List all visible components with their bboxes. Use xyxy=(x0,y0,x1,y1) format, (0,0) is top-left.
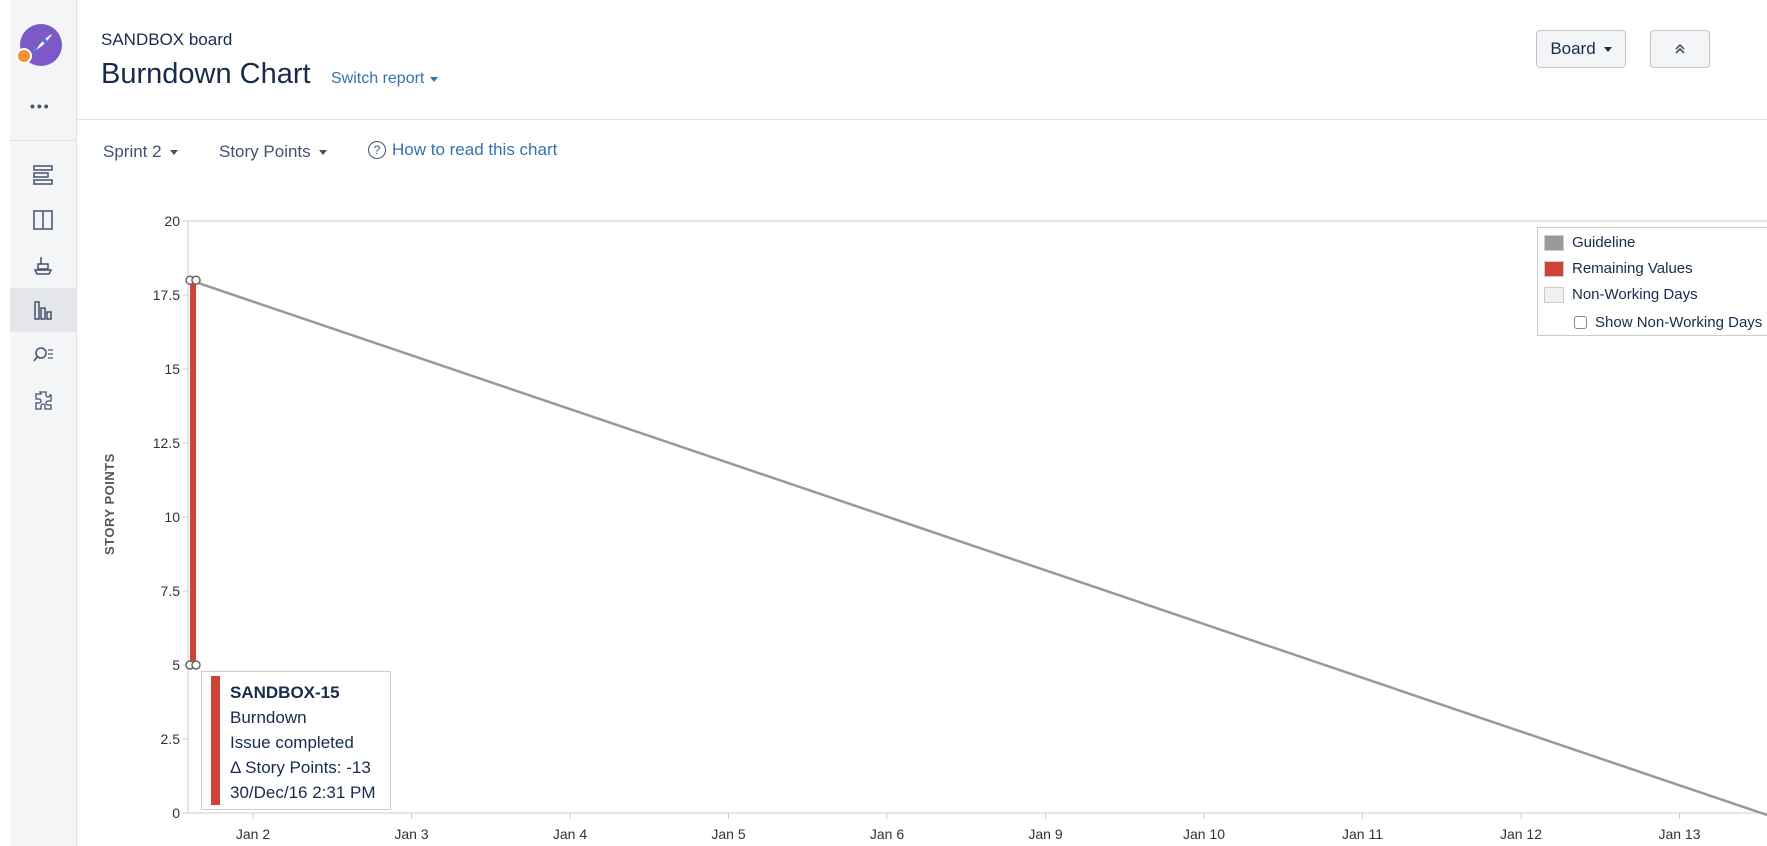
collapse-header-button[interactable] xyxy=(1650,30,1710,68)
estimate-dropdown[interactable]: Story Points xyxy=(219,142,327,162)
checkbox[interactable] xyxy=(1574,316,1587,329)
x-tick-label: Jan 13 xyxy=(1658,826,1700,842)
chart-tooltip: SANDBOX-15 Burndown Issue completed Δ St… xyxy=(201,671,391,810)
x-tick-label: Jan 3 xyxy=(394,826,428,842)
legend-label: Guideline xyxy=(1572,234,1636,251)
project-avatar[interactable] xyxy=(16,24,62,66)
x-tick-label: Jan 9 xyxy=(1028,826,1062,842)
tooltip-type: Burndown xyxy=(230,708,307,727)
checkbox-label: Show Non-Working Days xyxy=(1595,314,1763,331)
help-icon: ? xyxy=(368,141,386,159)
chart-legend: Guideline Remaining Values Non-Working D… xyxy=(1537,227,1767,336)
sprint-label: Sprint 2 xyxy=(103,142,162,161)
more-icon[interactable]: ••• xyxy=(30,98,51,114)
y-tick-label: 15 xyxy=(164,361,180,377)
y-tick-label: 20 xyxy=(164,213,180,229)
x-tick-label: Jan 10 xyxy=(1183,826,1225,842)
chevron-down-icon xyxy=(1603,46,1612,52)
switch-report-dropdown[interactable]: Switch report xyxy=(331,70,439,88)
nav-divider xyxy=(10,140,76,141)
tooltip-color-bar xyxy=(211,676,220,805)
x-tick-label: Jan 12 xyxy=(1500,826,1542,842)
y-tick-label: 17.5 xyxy=(153,287,180,303)
y-tick-label: 7.5 xyxy=(161,583,181,599)
chevron-down-icon xyxy=(169,149,178,155)
estimate-label: Story Points xyxy=(219,142,311,161)
x-tick-label: Jan 5 xyxy=(711,826,745,842)
how-to-read-label: How to read this chart xyxy=(392,140,558,159)
y-tick-label: 12.5 xyxy=(153,435,180,451)
add-ons-icon[interactable] xyxy=(10,378,76,422)
switch-report-label: Switch report xyxy=(331,70,425,87)
chevron-down-icon xyxy=(430,76,439,82)
page-title: Burndown Chart xyxy=(101,58,311,90)
data-point-marker xyxy=(191,275,201,285)
legend-item-guideline: Guideline xyxy=(1544,234,1635,251)
y-tick-label: 5 xyxy=(172,657,180,673)
code-badge-icon xyxy=(16,48,32,64)
backlog-icon[interactable] xyxy=(10,153,76,197)
nav-edge xyxy=(0,0,10,846)
legend-label: Non-Working Days xyxy=(1572,286,1698,303)
releases-icon[interactable] xyxy=(10,243,76,287)
x-tick-label: Jan 6 xyxy=(870,826,904,842)
left-navigation: ••• xyxy=(0,0,77,846)
y-tick-label: 10 xyxy=(164,509,180,525)
show-non-working-days-toggle[interactable]: Show Non-Working Days xyxy=(1574,314,1762,331)
legend-swatch xyxy=(1544,260,1564,277)
reports-icon[interactable] xyxy=(10,288,76,332)
how-to-read-link[interactable]: ? How to read this chart xyxy=(368,140,557,160)
y-tick-label: 2.5 xyxy=(161,731,181,747)
y-tick-label: 0 xyxy=(172,805,180,821)
board-name[interactable]: SANDBOX board xyxy=(101,30,233,49)
double-chevron-up-icon xyxy=(1675,43,1685,54)
legend-swatch xyxy=(1544,234,1564,251)
x-tick-label: Jan 11 xyxy=(1342,826,1383,842)
issues-search-icon[interactable] xyxy=(10,333,76,377)
tooltip-date: 30/Dec/16 2:31 PM xyxy=(230,783,376,802)
legend-item-remaining: Remaining Values xyxy=(1544,260,1693,277)
legend-swatch xyxy=(1544,286,1564,303)
board-button-label: Board xyxy=(1550,39,1596,58)
tooltip-event: Issue completed xyxy=(230,733,354,752)
page-header: SANDBOX board Burndown Chart Switch repo… xyxy=(77,0,1767,120)
chevron-down-icon xyxy=(318,149,327,155)
legend-item-non-working: Non-Working Days xyxy=(1544,286,1698,303)
board-icon[interactable] xyxy=(10,198,76,242)
guideline-line xyxy=(189,279,1767,817)
y-axis-title: STORY POINTS xyxy=(102,453,117,555)
sprint-dropdown[interactable]: Sprint 2 xyxy=(103,142,178,162)
x-tick-label: Jan 2 xyxy=(236,826,270,842)
tooltip-issue-key[interactable]: SANDBOX-15 xyxy=(230,683,340,702)
board-button[interactable]: Board xyxy=(1536,30,1626,68)
legend-label: Remaining Values xyxy=(1572,260,1693,277)
x-tick-label: Jan 4 xyxy=(553,826,587,842)
tooltip-delta: Δ Story Points: -13 xyxy=(230,758,371,777)
data-point-marker xyxy=(191,660,201,670)
